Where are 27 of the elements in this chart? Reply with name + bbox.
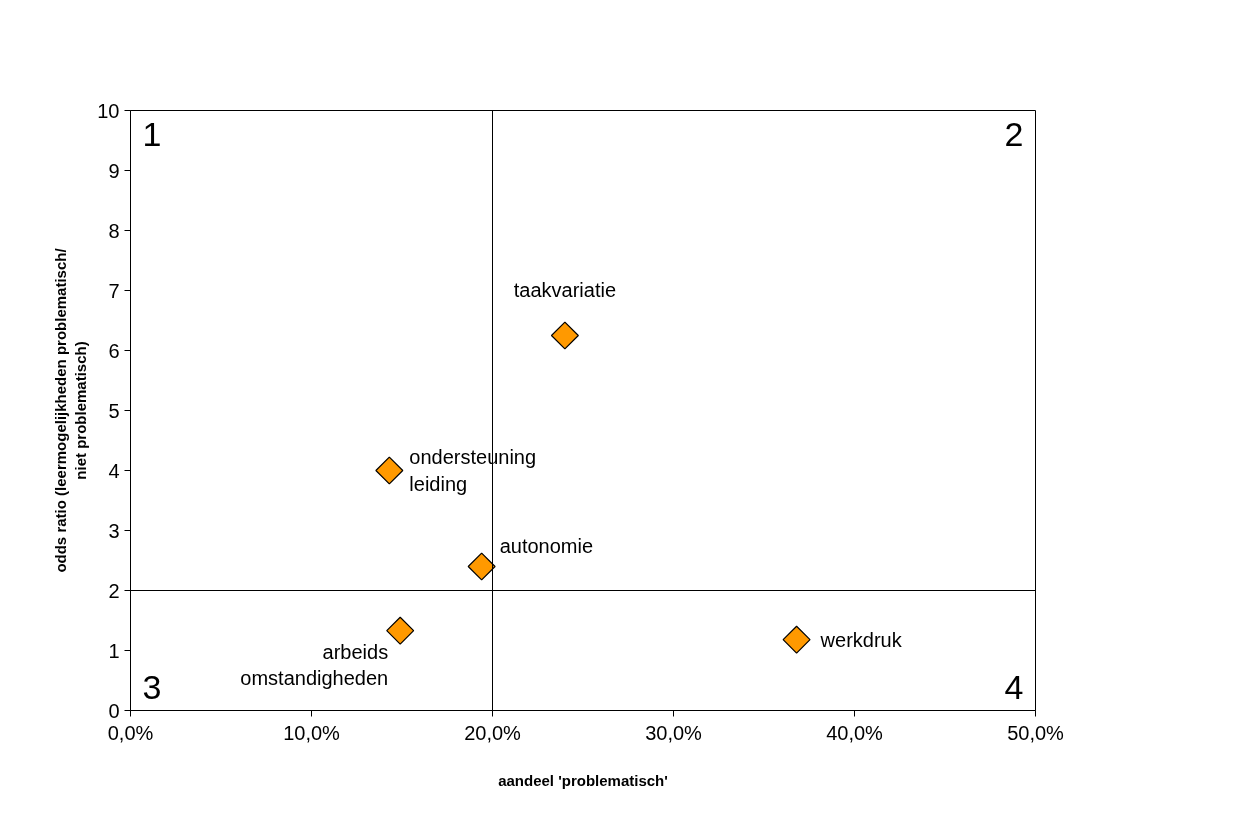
x-tick-label: 20,0% <box>464 721 522 744</box>
x-tick-label: 50,0% <box>1007 721 1065 744</box>
annotation: 4 <box>1004 667 1024 706</box>
y-tick-label: 2 <box>108 579 120 602</box>
y-tick-label: 5 <box>108 399 120 422</box>
x-axis-title: aandeel 'problematisch' <box>498 771 668 789</box>
annotation: autonomie <box>499 534 594 557</box>
y-tick-label: 4 <box>108 459 120 482</box>
annotation: 2 <box>1004 114 1024 153</box>
y-tick-label: 7 <box>108 279 120 302</box>
y-tick-label: 10 <box>97 99 120 122</box>
annotation: 3 <box>142 667 162 706</box>
annotation: arbeids omstandigheden <box>240 640 389 690</box>
x-tick-label: 0,0% <box>107 721 154 744</box>
annotation: 1 <box>142 114 162 153</box>
y-tick-label: 9 <box>108 159 120 182</box>
y-tick-label: 6 <box>108 339 120 362</box>
y-tick-label: 1 <box>108 639 120 662</box>
annotation: taakvariatie <box>513 278 617 301</box>
y-axis-title: odds ratio (leermogelijkheden problematisch/ niet problematisch) <box>51 247 90 573</box>
y-tick-label: 8 <box>108 219 120 242</box>
y-tick-label: 3 <box>108 519 120 542</box>
annotation: werkdruk <box>819 628 903 651</box>
x-tick-label: 40,0% <box>826 721 884 744</box>
x-tick-label: 10,0% <box>283 721 341 744</box>
y-tick-label: 0 <box>108 699 120 722</box>
x-tick-label: 30,0% <box>645 721 703 744</box>
